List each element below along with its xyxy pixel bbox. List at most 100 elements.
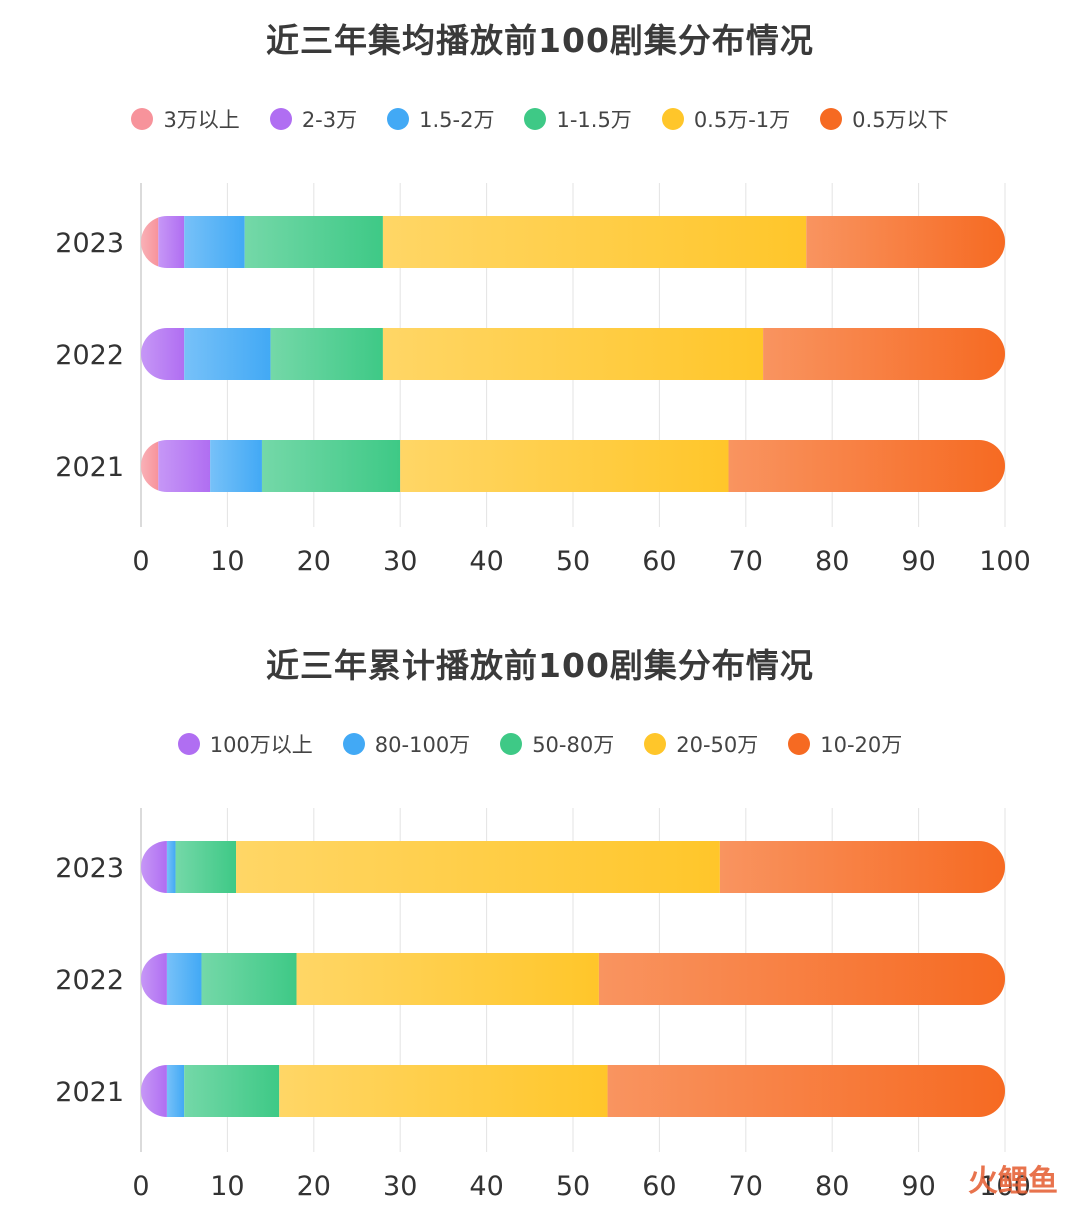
bar-segment	[175, 841, 237, 893]
legend-item: 80-100万	[342, 729, 471, 759]
x-tick-label: 10	[210, 1171, 244, 1202]
legend-label: 10-20万	[820, 733, 903, 757]
bar-segment	[184, 328, 271, 380]
bar-segment	[261, 440, 401, 492]
bar-segment	[141, 1065, 167, 1117]
bar-segment	[236, 841, 720, 893]
bar-segment	[166, 1065, 185, 1117]
legend-swatch	[820, 108, 843, 130]
x-tick-label: 20	[297, 1171, 331, 1202]
bar-row	[141, 328, 1005, 380]
legend-label: 0.5万-1万	[693, 108, 791, 132]
legend-item: 50-80万	[500, 729, 614, 759]
chart-plot: 0 10 20 30 40 50 60 70 80 90 100 2023 2022 2021	[55, 808, 1031, 1202]
legend-item: 3万以上	[131, 104, 240, 134]
legend-label: 2-3万	[301, 108, 358, 132]
bar-segment	[141, 440, 159, 492]
legend-item: 1.5-2万	[387, 104, 494, 134]
bar-segment	[141, 953, 167, 1005]
bar-row	[141, 953, 1005, 1005]
chart-legend: 3万以上 2-3万 1.5-2万 1-1.5万 0.5万-1万 0.5万以下	[0, 104, 1080, 134]
bar-segment	[270, 328, 383, 380]
x-tick-label: 80	[815, 1171, 849, 1202]
bar-segment	[166, 841, 176, 893]
chart-title: 近三年集均播放前100剧集分布情况	[266, 21, 814, 60]
bar-segment	[210, 440, 262, 492]
bar-segment	[728, 440, 1005, 492]
x-tick-label: 80	[815, 546, 849, 577]
bar-segment	[763, 328, 1005, 380]
y-category-label: 2022	[55, 340, 124, 371]
y-category-label: 2023	[55, 853, 124, 884]
bar-row	[141, 440, 1005, 492]
legend-label: 20-50万	[676, 733, 759, 757]
legend-swatch	[661, 108, 684, 130]
bar-segment	[382, 328, 764, 380]
bar-row	[141, 216, 1005, 268]
x-tick-label: 0	[132, 1171, 149, 1202]
x-tick-label: 100	[979, 546, 1031, 577]
chart-title: 近三年累计播放前100剧集分布情况	[266, 646, 814, 685]
bar-segment	[166, 953, 202, 1005]
x-tick-label: 90	[901, 1171, 935, 1202]
bar-segment	[598, 953, 1005, 1005]
x-tick-label: 30	[383, 1171, 417, 1202]
chart-cumulative-views: 近三年累计播放前100剧集分布情况 100万以上 80-100万 50-80万 20-…	[0, 625, 1080, 1210]
legend-label: 1-1.5万	[556, 108, 632, 132]
x-tick-label: 60	[642, 1171, 676, 1202]
bar-segment	[201, 953, 297, 1005]
bar-segment	[141, 841, 167, 893]
chart-average-views: 近三年集均播放前100剧集分布情况 3万以上 2-3万 1.5-2万 1-1.5万 0.…	[0, 0, 1080, 600]
legend-swatch	[524, 108, 547, 130]
bar-segment	[158, 216, 185, 268]
legend-item: 1-1.5万	[524, 104, 632, 134]
bar-segment	[400, 440, 729, 492]
bar-segment	[279, 1065, 608, 1117]
bar-segment	[806, 216, 1005, 268]
y-category-label: 2021	[55, 1077, 124, 1108]
x-tick-label: 50	[556, 1171, 590, 1202]
bar-segment	[184, 216, 245, 268]
bar-segment	[607, 1065, 1005, 1117]
legend-item: 20-50万	[644, 729, 758, 759]
legend-swatch	[788, 733, 811, 755]
legend-label: 100万以上	[209, 733, 313, 757]
bar-segment	[158, 440, 211, 492]
legend-item: 100万以上	[177, 729, 313, 759]
bar-segment	[719, 841, 1005, 893]
x-tick-label: 100	[979, 1171, 1031, 1202]
legend-label: 80-100万	[374, 733, 471, 757]
legend-item: 0.5万以下	[820, 104, 949, 134]
x-tick-label: 40	[469, 1171, 503, 1202]
bar-segment	[141, 216, 159, 268]
watermark-logo: 火鲤鱼	[968, 1164, 1058, 1199]
bar-row	[141, 1065, 1005, 1117]
legend-swatch	[500, 733, 523, 755]
bar-segment	[296, 953, 599, 1005]
bar-segment	[184, 1065, 280, 1117]
x-tick-label: 20	[297, 546, 331, 577]
x-tick-label: 0	[132, 546, 149, 577]
legend-swatch	[342, 733, 365, 755]
chart-plot: 0 10 20 30 40 50 60 70 80 90 100 2023 2022 2021	[55, 183, 1031, 577]
legend-item: 0.5万-1万	[661, 104, 791, 134]
bar-row	[141, 841, 1005, 893]
x-tick-label: 30	[383, 546, 417, 577]
x-tick-label: 90	[901, 546, 935, 577]
legend-label: 0.5万以下	[852, 108, 949, 132]
legend-swatch	[269, 108, 292, 130]
bar-segment	[141, 328, 185, 380]
legend-swatch	[177, 733, 200, 755]
x-tick-label: 10	[210, 546, 244, 577]
x-tick-label: 40	[469, 546, 503, 577]
legend-label: 50-80万	[532, 733, 615, 757]
chart-legend: 100万以上 80-100万 50-80万 20-50万 10-20万	[0, 729, 1080, 759]
legend-item: 10-20万	[788, 729, 902, 759]
x-tick-label: 70	[729, 546, 763, 577]
legend-swatch	[644, 733, 667, 755]
x-tick-label: 50	[556, 546, 590, 577]
legend-item: 2-3万	[269, 104, 358, 134]
x-tick-label: 70	[729, 1171, 763, 1202]
y-category-label: 2021	[55, 452, 124, 483]
